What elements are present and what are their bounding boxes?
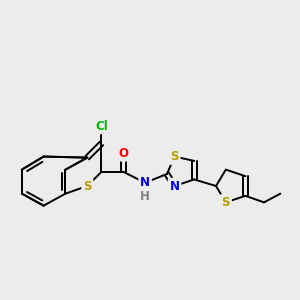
Text: O: O	[118, 147, 128, 160]
Text: S: S	[222, 196, 230, 209]
Text: S: S	[170, 150, 179, 163]
Text: H: H	[140, 190, 150, 203]
Text: S: S	[83, 179, 92, 193]
Text: N: N	[140, 176, 150, 189]
Text: Cl: Cl	[95, 119, 108, 133]
Text: N: N	[169, 179, 179, 193]
